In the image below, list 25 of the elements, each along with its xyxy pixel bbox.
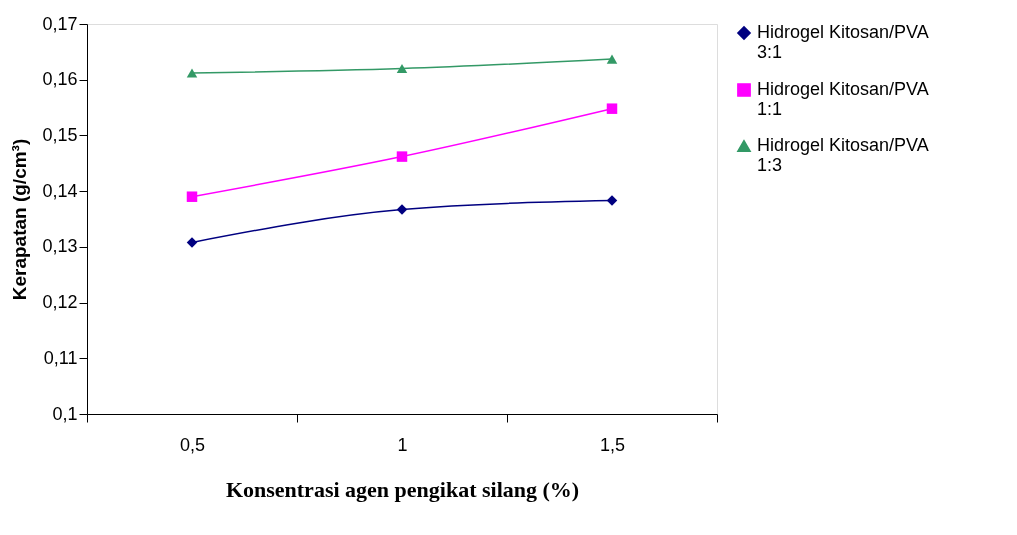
point [606,54,618,64]
x-axis-title: Konsentrasi agen pengikat silang (%) [225,476,580,502]
y-axis-title: Kerapatan (g/cm³) [9,138,31,301]
point [186,68,198,78]
y-tick-label: 0,1 [52,403,78,424]
point [606,103,618,114]
point [396,64,408,74]
x-tick-label: 1,5 [599,434,626,455]
y-tick-label: 0,16 [42,69,78,90]
legend-label: Hidrogel Kitosan/PVA 1:1 [757,79,929,119]
y-tick-label: 0,13 [42,236,78,257]
legend-label: Hidrogel Kitosan/PVA 1:3 [757,135,929,175]
y-tick-label: 0,11 [43,347,78,368]
point [186,237,198,248]
y-tick-label: 0,15 [42,124,78,145]
legend-label: Hidrogel Kitosan/PVA 3:1 [757,22,929,62]
point [396,151,408,162]
x-tick-label: 0,5 [179,434,206,455]
x-tick-label: 1 [397,434,408,455]
y-tick-label: 0,12 [42,292,78,313]
point [186,191,198,202]
y-tick-label: 0,17 [42,13,78,34]
point [396,204,408,215]
point [606,195,618,206]
y-tick-label: 0,14 [42,180,78,201]
